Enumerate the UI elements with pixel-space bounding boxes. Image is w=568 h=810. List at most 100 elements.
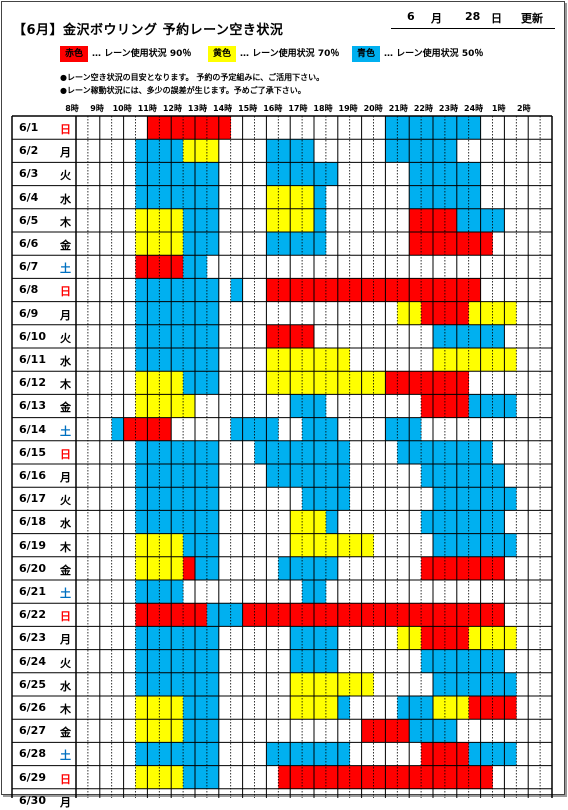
slot-cell: [230, 603, 243, 627]
slot-cell: [433, 301, 446, 325]
slot-cell: [456, 394, 469, 418]
slot-cell: [504, 742, 517, 766]
slot-cell: [361, 672, 374, 696]
slot-cell: [492, 696, 505, 720]
date-text: 6/14: [19, 422, 46, 436]
slot-cell: [290, 626, 303, 650]
slot-cell: [325, 278, 339, 302]
slot-cell: [159, 185, 172, 209]
date-text: 6/9: [19, 306, 39, 320]
slot-cell: [314, 348, 327, 372]
slot-cell: [278, 278, 291, 302]
slot-cell: [456, 301, 469, 325]
slot-cell: [444, 742, 458, 766]
date-text: 6/24: [19, 654, 46, 668]
slot-cell: [135, 139, 148, 163]
slot-cell: [302, 533, 315, 557]
slot-cell: [135, 394, 148, 418]
slot-cell: [492, 533, 505, 557]
slot-cell: [385, 417, 398, 441]
slot-cell: [325, 487, 339, 511]
weekday-text: 水: [60, 192, 71, 206]
date-text: 6/10: [19, 329, 46, 343]
date-text: 6/25: [19, 677, 46, 691]
slot-cell: [468, 348, 481, 372]
hour-label: 24時: [464, 104, 484, 113]
slot-cell: [135, 162, 148, 186]
slot-cell: [433, 603, 446, 627]
weekday-text: 月: [60, 795, 71, 809]
weekday-text: 日: [60, 123, 71, 136]
slot-cell: [480, 603, 493, 627]
slot-cell: [242, 417, 255, 441]
slot-cell: [183, 696, 196, 720]
hour-label: 20時: [363, 104, 383, 113]
slot-cell: [266, 348, 279, 372]
slot-cell: [409, 278, 422, 302]
slot-cell: [159, 371, 172, 395]
weekday-text: 月: [60, 471, 71, 484]
slot-cell: [433, 510, 446, 534]
slot-cell: [468, 533, 481, 557]
hour-label: 10時: [112, 104, 132, 113]
slot-cell: [433, 278, 446, 302]
slot-cell: [337, 371, 350, 395]
slot-cell: [456, 533, 469, 557]
slot-cell: [492, 626, 505, 650]
slot-cell: [195, 696, 208, 720]
slot-cell: [456, 348, 469, 372]
slot-cell: [397, 278, 410, 302]
date-text: 6/16: [19, 469, 46, 482]
slot-cell: [409, 208, 422, 232]
slot-cell: [206, 464, 220, 488]
slot-cell: [290, 278, 303, 302]
slot-cell: [278, 765, 291, 789]
slot-cell: [206, 208, 220, 232]
slot-cell: [147, 440, 160, 464]
slot-cell: [147, 742, 160, 766]
slot-cell: [171, 278, 184, 302]
slot-cell: [111, 417, 124, 441]
slot-cell: [314, 232, 327, 256]
slot-cell: [135, 232, 148, 256]
weekday-text: 木: [60, 378, 71, 392]
slot-cell: [421, 510, 434, 534]
weekday-text: 木: [60, 540, 71, 554]
slot-cell: [480, 510, 493, 534]
slot-cell: [409, 232, 422, 256]
slot-cell: [135, 301, 148, 325]
slot-cell: [159, 324, 172, 348]
weekday-text: 水: [60, 517, 71, 531]
weekday-text: 火: [60, 494, 71, 508]
slot-cell: [171, 765, 184, 789]
update-month: 6: [407, 10, 415, 23]
slot-cell: [409, 371, 422, 395]
slot-cell: [290, 533, 303, 557]
slot-cell: [409, 162, 422, 186]
slot-cell: [266, 139, 279, 163]
slot-cell: [147, 185, 160, 209]
slot-cell: [456, 556, 469, 580]
slot-cell: [290, 324, 303, 348]
slot-cell: [218, 116, 231, 140]
slot-cell: [480, 232, 493, 256]
slot-cell: [444, 371, 458, 395]
hour-label: 14時: [213, 104, 233, 113]
slot-cell: [206, 301, 220, 325]
slot-cell: [135, 719, 148, 743]
slot-cell: [433, 556, 446, 580]
slot-cell: [183, 440, 196, 464]
date-text: 6/26: [19, 701, 46, 714]
slot-cell: [159, 394, 172, 418]
slot-cell: [290, 232, 303, 256]
slot-cell: [290, 765, 303, 789]
slot-cell: [421, 278, 434, 302]
slot-cell: [314, 672, 327, 696]
slot-cell: [135, 603, 148, 627]
slot-cell: [195, 208, 208, 232]
slot-cell: [421, 394, 434, 418]
slot-cell: [492, 301, 505, 325]
slot-cell: [206, 232, 220, 256]
slot-cell: [468, 185, 481, 209]
slot-cell: [337, 672, 350, 696]
